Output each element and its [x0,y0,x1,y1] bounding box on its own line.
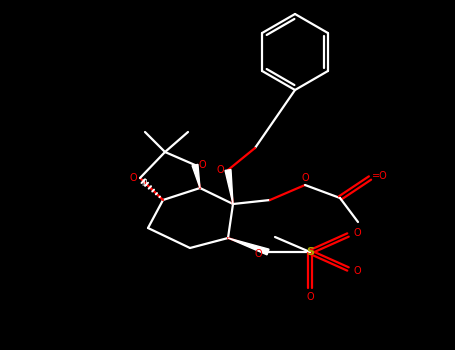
Text: =O: =O [372,171,388,181]
Polygon shape [192,164,200,188]
Polygon shape [228,238,269,255]
Text: O: O [301,173,309,183]
Text: O: O [306,292,314,302]
Text: O: O [353,228,361,238]
Text: O: O [254,249,262,259]
Text: O: O [216,165,224,175]
Polygon shape [225,169,233,204]
Text: O: O [198,160,206,170]
Text: III: III [142,180,148,189]
Text: II: II [193,168,197,176]
Text: O: O [353,266,361,276]
Text: S: S [306,247,314,257]
Text: O: O [129,173,137,183]
